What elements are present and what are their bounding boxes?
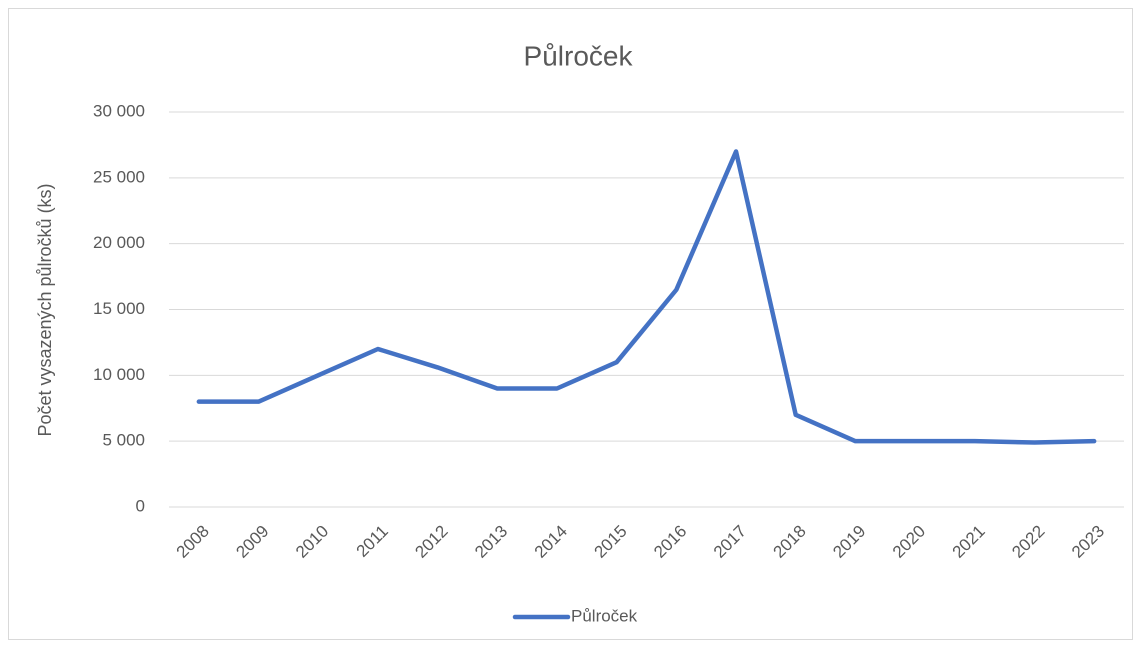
y-tick-label: 25 000 bbox=[93, 167, 145, 186]
chart-title: Půlroček bbox=[524, 40, 634, 71]
y-axis-label: Počet vysazených půlročků (ks) bbox=[35, 183, 55, 436]
y-tick-label: 20 000 bbox=[93, 233, 145, 252]
line-series bbox=[196, 149, 1097, 445]
legend-label: Půlroček bbox=[571, 606, 638, 625]
y-tick-label: 10 000 bbox=[93, 365, 145, 384]
y-tick-label: 5 000 bbox=[102, 431, 145, 450]
y-tick-label: 30 000 bbox=[93, 101, 145, 120]
y-tick-label: 0 bbox=[136, 496, 145, 515]
chart-border bbox=[8, 8, 1133, 640]
y-tick-label: 15 000 bbox=[93, 299, 145, 318]
